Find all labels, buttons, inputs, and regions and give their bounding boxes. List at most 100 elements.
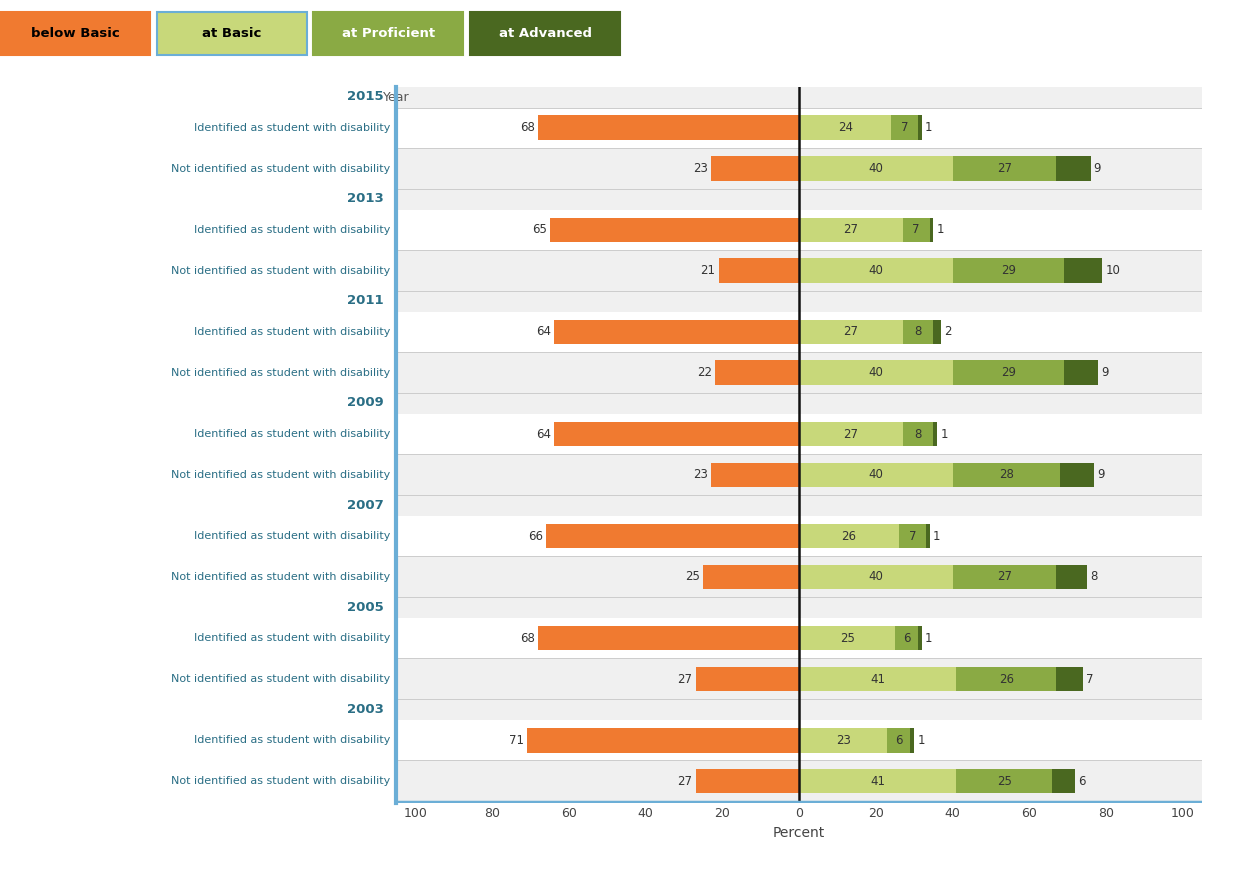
Text: 23: 23 (693, 162, 707, 175)
Bar (396, 455, 1202, 495)
Text: 1: 1 (917, 734, 924, 746)
Text: 68: 68 (520, 121, 535, 134)
Text: 1: 1 (937, 223, 944, 237)
Text: below Basic: below Basic (31, 27, 119, 40)
Bar (929, 217, 933, 242)
Bar (396, 761, 1202, 801)
Text: 27: 27 (844, 326, 859, 339)
Bar (799, 320, 903, 344)
Text: Identified as student with disability: Identified as student with disability (195, 429, 390, 439)
Text: Not identified as student with disability: Not identified as student with disabilit… (171, 265, 390, 276)
Bar (554, 422, 799, 446)
Bar (715, 361, 799, 385)
Bar (799, 769, 957, 794)
Text: 2011: 2011 (347, 294, 384, 307)
Text: Not identified as student with disability: Not identified as student with disabilit… (171, 776, 390, 786)
Bar (799, 463, 953, 487)
Text: 23: 23 (693, 468, 707, 481)
Text: 2009: 2009 (347, 396, 384, 409)
Text: 40: 40 (869, 367, 883, 379)
Bar (396, 251, 1202, 291)
Text: 8: 8 (914, 428, 922, 441)
Bar (396, 148, 1202, 189)
Text: 9: 9 (1098, 468, 1105, 481)
Bar (396, 414, 1202, 454)
Bar (953, 565, 1056, 589)
Bar (926, 524, 929, 548)
Bar (396, 516, 1202, 556)
Text: 26: 26 (999, 672, 1014, 685)
Bar (1064, 361, 1098, 385)
Text: Identified as student with disability: Identified as student with disability (195, 123, 390, 133)
Bar (396, 557, 1202, 597)
Bar (546, 524, 799, 548)
Bar (799, 156, 953, 181)
Bar (1056, 565, 1087, 589)
Text: 23: 23 (836, 734, 851, 746)
Bar (539, 115, 799, 140)
Text: 1: 1 (940, 428, 948, 441)
Bar (1064, 258, 1103, 283)
Bar (799, 667, 957, 691)
Text: 9: 9 (1101, 367, 1109, 379)
Text: 71: 71 (509, 734, 524, 746)
Text: 7: 7 (912, 223, 919, 237)
Bar (799, 115, 891, 140)
Text: 1: 1 (926, 632, 933, 644)
Bar (550, 217, 799, 242)
Bar (799, 422, 903, 446)
Text: 22: 22 (696, 367, 711, 379)
Text: 27: 27 (678, 672, 693, 685)
Bar (554, 320, 799, 344)
Text: 41: 41 (870, 774, 886, 787)
Text: 7: 7 (908, 530, 916, 543)
Bar (799, 626, 895, 650)
Bar (903, 320, 933, 344)
Text: 40: 40 (869, 265, 883, 277)
Bar (957, 667, 1056, 691)
Text: at Basic: at Basic (202, 27, 261, 40)
Text: Not identified as student with disability: Not identified as student with disabilit… (171, 368, 390, 378)
Text: 1: 1 (933, 530, 940, 543)
Bar (799, 361, 953, 385)
Text: Identified as student with disability: Identified as student with disability (195, 225, 390, 235)
Bar (895, 626, 918, 650)
Text: at Advanced: at Advanced (498, 27, 592, 40)
Text: Identified as student with disability: Identified as student with disability (195, 327, 390, 337)
Bar (396, 107, 1202, 148)
Text: 24: 24 (838, 121, 852, 134)
Bar (799, 258, 953, 283)
Text: 41: 41 (870, 672, 886, 685)
Text: 40: 40 (869, 162, 883, 175)
Bar (1056, 156, 1090, 181)
Text: 21: 21 (700, 265, 716, 277)
Text: 8: 8 (914, 326, 922, 339)
Bar (396, 659, 1202, 699)
Text: 25: 25 (685, 570, 700, 583)
Text: 27: 27 (997, 162, 1012, 175)
Bar (527, 728, 799, 753)
Text: 7: 7 (1087, 672, 1094, 685)
X-axis label: Percent: Percent (773, 826, 825, 840)
Text: 26: 26 (841, 530, 856, 543)
Bar (704, 565, 799, 589)
Text: Identified as student with disability: Identified as student with disability (195, 633, 390, 643)
Text: 27: 27 (844, 428, 859, 441)
FancyBboxPatch shape (471, 12, 620, 55)
Bar (799, 217, 903, 242)
Bar (711, 463, 799, 487)
Bar (933, 320, 942, 344)
Text: 2013: 2013 (347, 192, 384, 205)
Bar (953, 463, 1059, 487)
Text: 40: 40 (869, 468, 883, 481)
Text: 27: 27 (844, 223, 859, 237)
Bar (711, 156, 799, 181)
Text: Not identified as student with disability: Not identified as student with disabilit… (171, 674, 390, 684)
Bar (953, 156, 1056, 181)
Bar (903, 217, 929, 242)
Text: 64: 64 (535, 428, 550, 441)
Bar (887, 728, 911, 753)
Bar (891, 115, 918, 140)
Bar (396, 210, 1202, 250)
Bar (1056, 667, 1083, 691)
